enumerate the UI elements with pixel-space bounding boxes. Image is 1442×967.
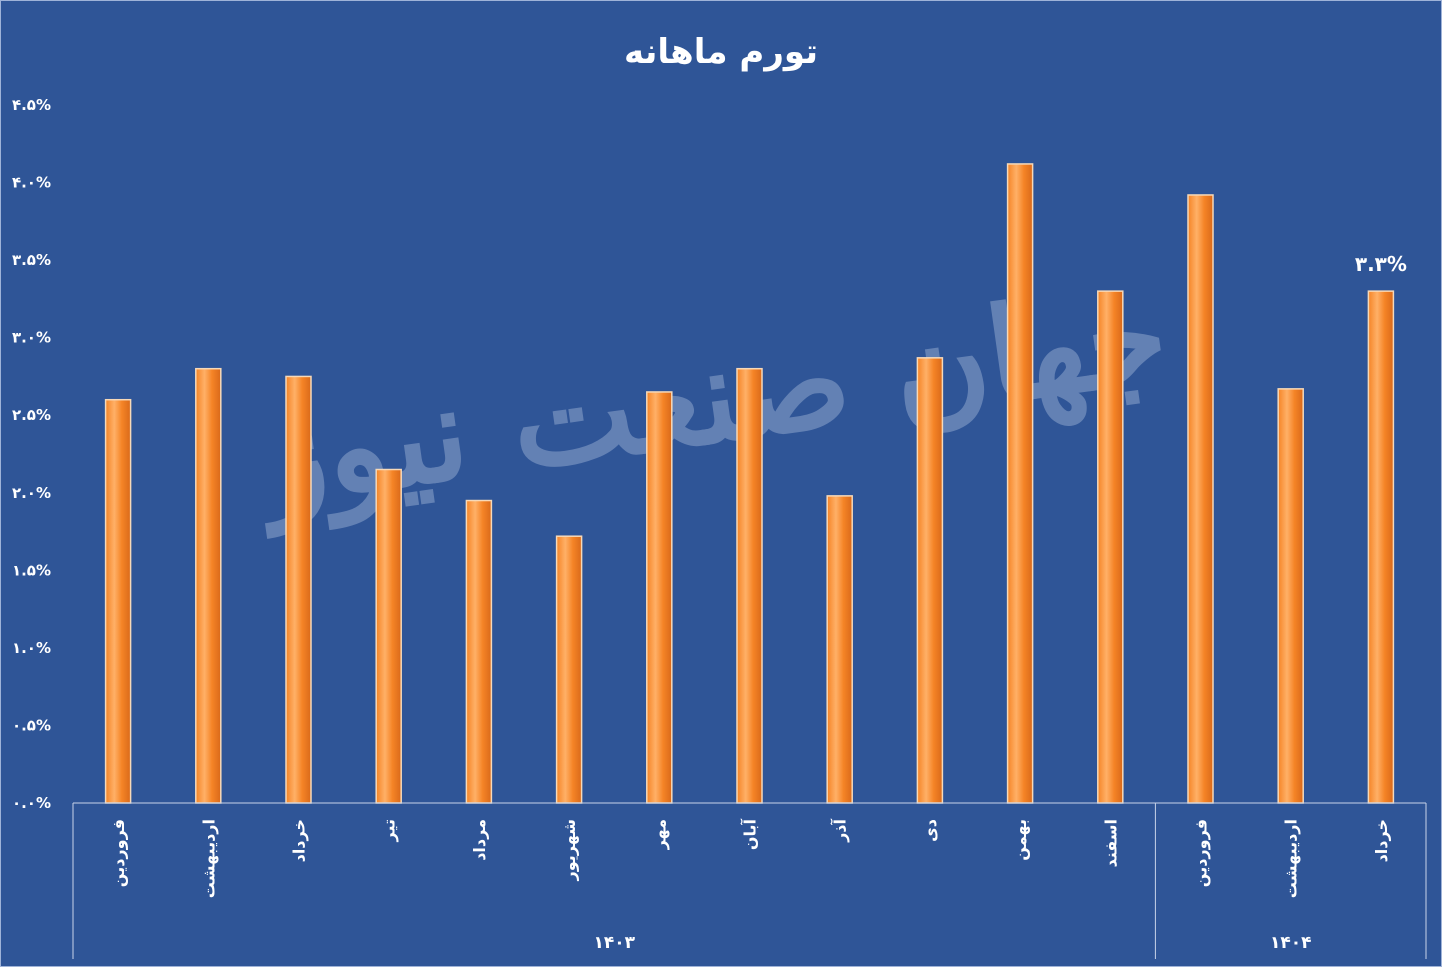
x-tick-label: مهر: [650, 819, 669, 850]
y-tick-label: ۰.۵%: [12, 716, 51, 734]
bar: [1277, 388, 1304, 804]
x-tick-label: خرداد: [290, 819, 309, 862]
bar: [1367, 290, 1395, 804]
group-label: ۱۴۰۳: [593, 933, 635, 953]
x-tick-label: فروردین: [109, 819, 128, 887]
x-tick-label: بهمن: [1011, 819, 1030, 861]
x-tick-label: دی: [921, 819, 940, 842]
y-tick-label: ۱.۵%: [12, 561, 51, 579]
x-tick-label: آذر: [830, 818, 850, 842]
bar: [104, 398, 132, 804]
data-label: ۳.۳%: [1355, 252, 1407, 276]
x-tick-label: خرداد: [1372, 819, 1391, 862]
bar: [1006, 163, 1034, 804]
y-tick-label: ۳.۵%: [12, 251, 51, 269]
y-tick-label: ۱.۰%: [12, 639, 51, 657]
bar: [1097, 290, 1124, 804]
y-tick-label: ۴.۵%: [12, 96, 51, 114]
bar: [465, 499, 493, 804]
y-tick-label: ۰.۰%: [12, 794, 51, 812]
x-tick-label: فروردین: [1192, 819, 1211, 887]
x-tick-label: شهریور: [560, 819, 579, 882]
bar: [1187, 194, 1214, 804]
x-tick-label: اردیبهشت: [199, 819, 218, 898]
y-tick-label: ۴.۰%: [12, 174, 51, 192]
bar: [375, 468, 402, 804]
bar: [826, 495, 853, 804]
x-tick-label: مرداد: [470, 819, 489, 861]
bar: [285, 375, 312, 804]
bar: [555, 535, 583, 804]
y-tick-label: ۲.۵%: [12, 406, 51, 424]
bar: [916, 357, 944, 804]
group-label: ۱۴۰۴: [1270, 933, 1312, 953]
x-tick-label: اسفند: [1101, 819, 1120, 868]
x-tick-label: تیر: [380, 819, 399, 843]
bar: [195, 367, 222, 804]
chart-title: تورم ماهانه: [624, 32, 818, 72]
bar: [646, 391, 673, 804]
bar: [736, 367, 763, 804]
x-tick-label: آبان: [740, 818, 760, 850]
y-tick-label: ۳.۰%: [12, 329, 51, 347]
y-tick-label: ۲.۰%: [12, 484, 51, 502]
x-tick-label: اردیبهشت: [1282, 819, 1301, 898]
